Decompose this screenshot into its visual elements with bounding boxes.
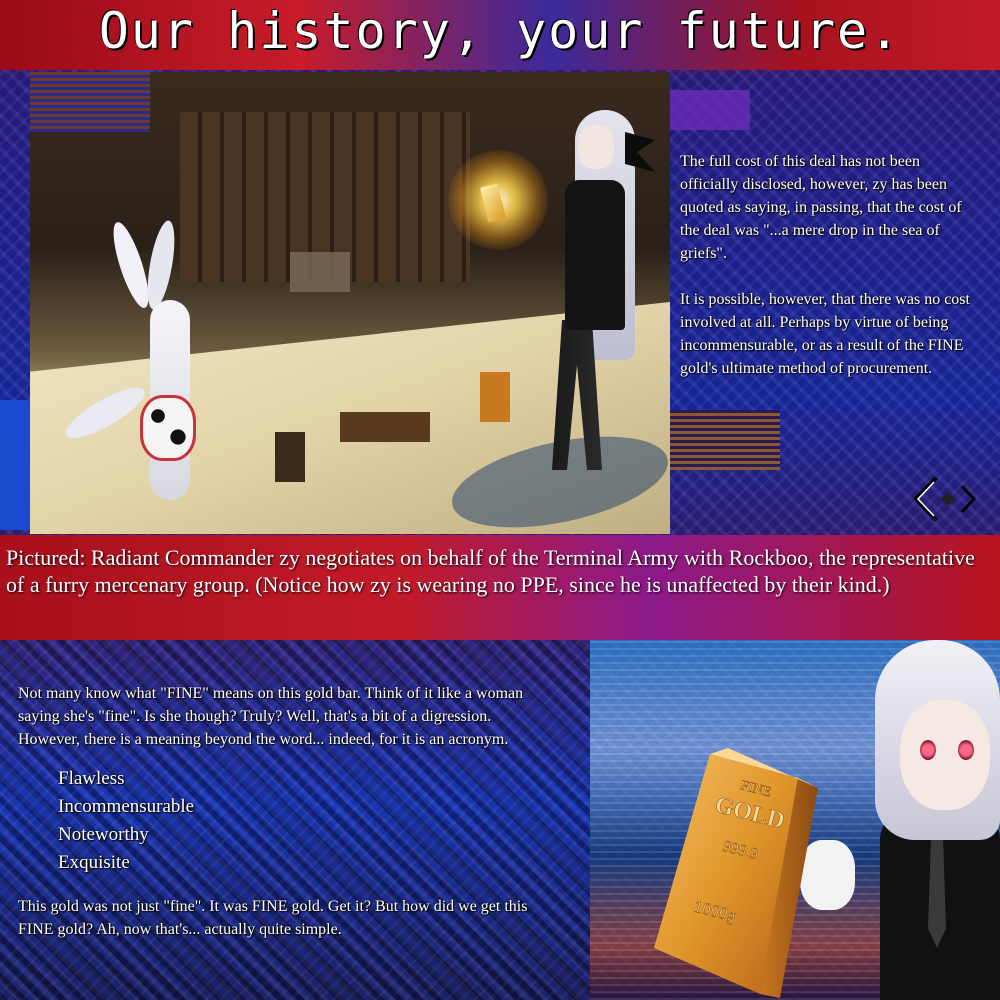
glitch-block [340,412,430,442]
page-title: Our history, your future. [98,2,902,60]
glitch-block [275,432,305,482]
portrait-hand [800,840,855,910]
commander-face [578,125,614,169]
acronym-list: Flawless Incommensurable Noteworthy Exqu… [18,765,548,877]
photo-caption: Pictured: Radiant Commander zy negotiate… [6,545,975,597]
portrait-face [900,700,990,810]
acronym-item: Noteworthy [58,824,149,845]
portrait-eye [920,740,936,760]
glitch-block [480,372,510,422]
glitch-block [670,90,750,130]
fine-outro-paragraph: This gold was not just "fine". It was FI… [18,898,528,938]
deal-cost-paragraph-2: It is possible, however, that there was … [680,291,970,377]
acronym-item: Exquisite [58,852,130,873]
cow-print-bag [140,395,196,461]
title-band [0,0,1000,70]
acronym-item: Flawless [58,768,125,789]
fine-intro-paragraph: Not many know what "FINE" means on this … [18,685,524,748]
glitch-block [290,252,350,292]
gold-bar-image: FINE GOLD 999.9 1000g [654,748,818,998]
glitch-block [0,400,30,530]
glitch-block [0,640,590,1000]
acronym-item: Incommensurable [58,796,195,817]
fine-acronym-text: Not many know what "FINE" means on this … [18,682,548,941]
portrait-eye [958,740,974,760]
commander-body [565,180,625,330]
glitch-block [30,72,150,132]
chevron-decoration-icon [913,476,977,522]
deal-cost-text: The full cost of this deal has not been … [680,150,980,380]
deal-cost-paragraph-1: The full cost of this deal has not been … [680,153,962,262]
portrait-tie [928,818,946,948]
glitch-block [670,410,780,470]
caption-band [0,535,1000,640]
